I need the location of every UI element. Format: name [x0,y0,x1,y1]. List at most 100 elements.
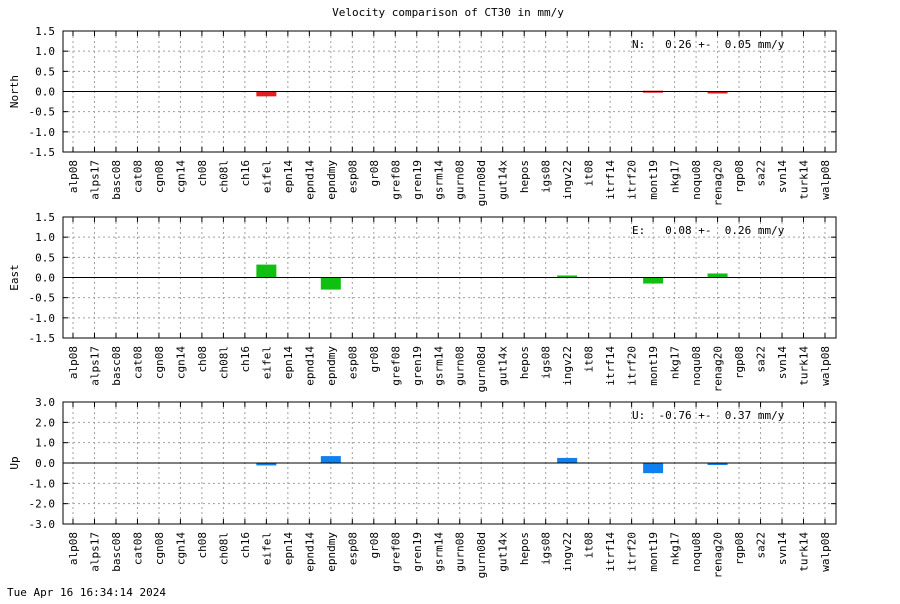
x-tick-label-igs08: igs08 [540,532,553,565]
x-tick-label-walp08: walp08 [819,532,832,572]
bar-epndmy [320,456,341,463]
x-tick-label-ch16: ch16 [239,532,252,559]
x-tick-label-gurn08: gurn08 [454,346,467,386]
x-tick-label-epn14: epn14 [282,160,295,193]
y-tick-label: -0.5 [29,106,56,119]
x-tick-label-ch08l: ch08l [217,532,230,565]
x-tick-label-rgp08: rgp08 [733,532,746,565]
x-tick-label-alps17: alps17 [88,160,101,200]
bar-renag20 [707,463,728,465]
x-tick-label-eifel: eifel [260,532,273,565]
x-tick-label-gut14x: gut14x [497,160,510,200]
x-tick-label-igs08: igs08 [540,346,553,379]
y-tick-label: 0.5 [35,251,55,264]
x-tick-label-nkg17: nkg17 [669,346,682,379]
y-tick-label: -1.0 [29,126,56,139]
x-tick-label-mont19: mont19 [647,160,660,200]
x-tick-label-epn14: epn14 [282,346,295,379]
x-tick-label-cgn14: cgn14 [174,160,187,193]
bar-renag20 [707,273,728,278]
x-tick-label-gref08: gref08 [389,160,402,200]
y-tick-label: 0.5 [35,65,55,78]
x-tick-label-gut14x: gut14x [497,346,510,386]
bar-renag20 [707,91,728,94]
x-tick-label-ingv22: ingv22 [561,346,574,386]
y-tick-label: 1.0 [35,231,55,244]
x-tick-label-gren19: gren19 [411,346,424,386]
x-tick-label-cat08: cat08 [131,160,144,193]
bar-ingv22 [557,457,578,463]
x-tick-label-alp08: alp08 [67,160,80,193]
x-tick-label-nkg17: nkg17 [669,160,682,193]
x-tick-label-mont19: mont19 [647,532,660,572]
x-tick-label-gsrm14: gsrm14 [432,532,445,572]
y-axis-label: North [8,75,21,108]
x-tick-label-alps17: alps17 [88,532,101,572]
x-tick-label-epnd14: epnd14 [303,346,316,386]
x-tick-label-gr08: gr08 [368,346,381,373]
y-tick-label: 3.0 [35,396,55,409]
x-tick-label-ingv22: ingv22 [561,532,574,572]
y-axis-label: Up [8,456,21,469]
x-tick-label-ch08: ch08 [196,346,209,373]
y-axis-label: East [8,264,21,291]
x-tick-label-noqu08: noqu08 [690,346,703,386]
x-tick-label-alps17: alps17 [88,346,101,386]
x-tick-label-epndmy: epndmy [325,160,338,200]
x-tick-label-itrf20: itrf20 [626,160,639,200]
footer-timestamp: Tue Apr 16 16:34:14 2024 [7,586,166,599]
x-tick-label-renag20: renag20 [712,346,725,392]
bar-ingv22 [557,275,578,278]
x-tick-label-cgn14: cgn14 [174,532,187,565]
y-tick-label: -1.5 [29,332,56,345]
x-tick-label-epn14: epn14 [282,532,295,565]
x-tick-label-basc08: basc08 [110,532,123,572]
y-tick-label: -1.5 [29,146,56,159]
x-tick-label-it08: it08 [583,346,596,373]
x-tick-label-turk14: turk14 [798,160,811,200]
x-tick-label-walp08: walp08 [819,346,832,386]
x-tick-label-it08: it08 [583,532,596,559]
x-tick-label-it08: it08 [583,160,596,187]
x-tick-label-svn14: svn14 [776,160,789,193]
x-tick-label-gr08: gr08 [368,532,381,559]
x-tick-label-walp08: walp08 [819,160,832,200]
x-tick-label-alp08: alp08 [67,346,80,379]
y-tick-label: 1.5 [35,25,55,38]
stats-annotation: E: 0.08 +- 0.26 mm/y [632,224,785,237]
x-tick-label-gurn08d: gurn08d [475,532,488,578]
chart-title: Velocity comparison of CT30 in mm/y [332,6,564,19]
x-tick-label-mont19: mont19 [647,346,660,386]
x-tick-label-epndmy: epndmy [325,532,338,572]
x-tick-label-svn14: svn14 [776,346,789,379]
x-tick-label-ch08l: ch08l [217,346,230,379]
x-tick-label-epnd14: epnd14 [303,532,316,572]
x-tick-label-igs08: igs08 [540,160,553,193]
x-tick-label-gut14x: gut14x [497,532,510,572]
x-tick-label-cat08: cat08 [131,532,144,565]
x-tick-label-ch08l: ch08l [217,160,230,193]
x-tick-label-epndmy: epndmy [325,346,338,386]
x-tick-label-alp08: alp08 [67,532,80,565]
x-tick-label-eifel: eifel [260,346,273,379]
x-tick-label-turk14: turk14 [798,346,811,386]
x-tick-label-gurn08d: gurn08d [475,160,488,206]
x-tick-label-hepos: hepos [518,532,531,565]
x-tick-label-esp08: esp08 [346,532,359,565]
bar-mont19 [643,277,664,284]
x-tick-label-gren19: gren19 [411,160,424,200]
x-tick-label-itrf20: itrf20 [626,346,639,386]
x-tick-label-ch16: ch16 [239,346,252,373]
x-tick-label-sa22: sa22 [755,160,768,187]
y-tick-label: 0.0 [35,457,55,470]
y-tick-label: -2.0 [29,498,56,511]
x-tick-label-esp08: esp08 [346,346,359,379]
stats-annotation: N: 0.26 +- 0.05 mm/y [632,38,785,51]
x-tick-label-esp08: esp08 [346,160,359,193]
bar-mont19 [643,463,664,474]
x-tick-label-ingv22: ingv22 [561,160,574,200]
x-tick-label-ch08: ch08 [196,532,209,559]
x-tick-label-cgn08: cgn08 [153,346,166,379]
